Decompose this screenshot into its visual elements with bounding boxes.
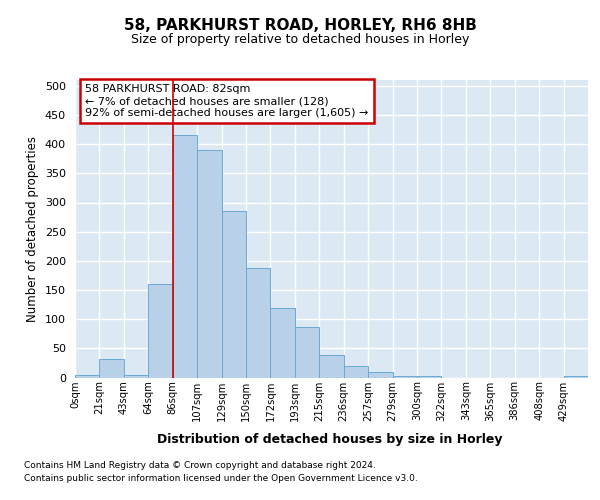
Bar	[100, 359, 124, 378]
Bar	[173, 136, 197, 378]
Text: Size of property relative to detached houses in Horley: Size of property relative to detached ho…	[131, 32, 469, 46]
Bar	[271, 308, 295, 378]
Text: 58 PARKHURST ROAD: 82sqm
← 7% of detached houses are smaller (128)
92% of semi-d: 58 PARKHURST ROAD: 82sqm ← 7% of detache…	[85, 84, 368, 117]
Bar	[221, 211, 246, 378]
Text: 58, PARKHURST ROAD, HORLEY, RH6 8HB: 58, PARKHURST ROAD, HORLEY, RH6 8HB	[124, 18, 476, 32]
Text: Contains HM Land Registry data © Crown copyright and database right 2024.: Contains HM Land Registry data © Crown c…	[24, 460, 376, 469]
Bar	[75, 375, 100, 378]
Bar	[148, 284, 173, 378]
Bar	[392, 376, 417, 378]
Bar	[124, 374, 148, 378]
Bar	[344, 366, 368, 378]
Text: Distribution of detached houses by size in Horley: Distribution of detached houses by size …	[157, 432, 503, 446]
Bar	[246, 268, 271, 378]
Bar	[197, 150, 221, 378]
Bar	[417, 376, 442, 378]
Text: Contains public sector information licensed under the Open Government Licence v3: Contains public sector information licen…	[24, 474, 418, 483]
Bar	[368, 372, 392, 378]
Bar	[295, 327, 319, 378]
Bar	[563, 376, 588, 378]
Bar	[319, 356, 344, 378]
Y-axis label: Number of detached properties: Number of detached properties	[26, 136, 39, 322]
